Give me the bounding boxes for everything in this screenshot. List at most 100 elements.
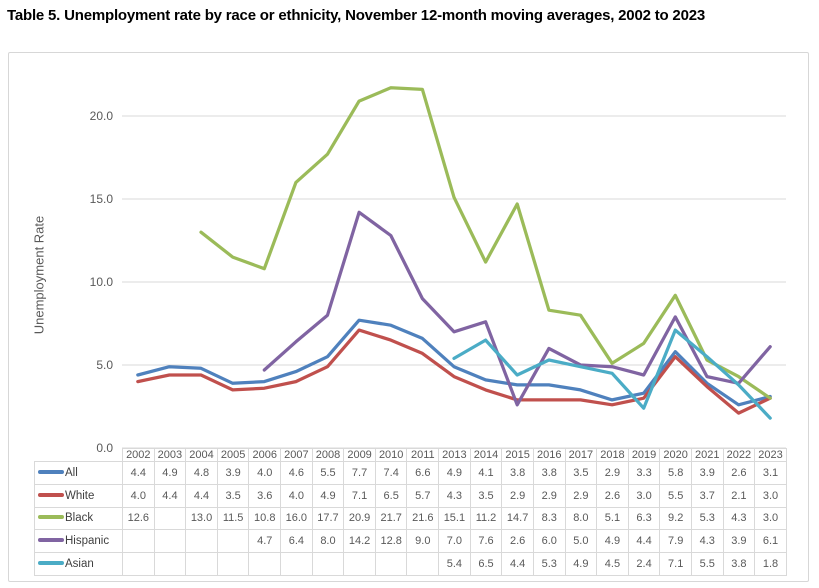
series-line-asian (452, 328, 772, 420)
value-cell: 12.8 (374, 529, 408, 554)
year-header-cell: 2016 (532, 448, 566, 462)
value-cell: 14.2 (343, 529, 376, 554)
value-cell: 6.0 (532, 529, 566, 554)
value-cell: 6.4 (280, 529, 313, 554)
value-cell (122, 552, 155, 576)
year-header-cell: 2007 (280, 448, 313, 462)
value-cell: 6.5 (469, 552, 503, 576)
value-cell: 4.9 (311, 483, 345, 508)
value-cell: 15.1 (438, 506, 471, 531)
value-cell: 13.0 (185, 506, 218, 531)
value-cell (153, 506, 187, 531)
value-cell: 8.3 (532, 506, 566, 531)
value-cell (248, 552, 282, 576)
year-header-cell: 2009 (343, 448, 376, 462)
value-cell: 3.8 (722, 552, 756, 576)
y-tick-label: 20.0 (89, 109, 113, 123)
value-cell: 4.9 (438, 461, 471, 485)
table-corner-cell (34, 448, 123, 462)
value-cell: 11.5 (216, 506, 250, 531)
series-name-label: Black (65, 512, 94, 525)
value-cell: 5.3 (690, 506, 724, 531)
legend-key-icon (38, 561, 64, 566)
year-header-cell: 2013 (438, 448, 471, 462)
value-cell: 8.0 (564, 506, 598, 531)
value-cell: 5.8 (659, 461, 692, 485)
value-cell: 3.9 (216, 461, 250, 485)
value-cell: 4.1 (469, 461, 503, 485)
value-cell: 7.1 (659, 552, 692, 576)
value-cell: 5.5 (690, 552, 724, 576)
series-legend-cell: Black (34, 506, 123, 531)
page-title: Table 5. Unemployment rate by race or et… (7, 7, 705, 24)
value-cell: 6.3 (627, 506, 661, 531)
value-cell: 4.4 (153, 483, 187, 508)
value-cell: 3.7 (690, 483, 724, 508)
value-cell: 3.6 (248, 483, 282, 508)
value-cell: 11.2 (469, 506, 503, 531)
year-header-cell: 2006 (248, 448, 282, 462)
value-cell: 3.8 (532, 461, 566, 485)
series-legend-cell: White (34, 483, 123, 508)
year-header-cell: 2015 (501, 448, 534, 462)
year-header-cell: 2002 (122, 448, 155, 462)
value-cell (185, 529, 218, 554)
value-cell: 3.0 (754, 483, 787, 508)
series-name-label: Asian (65, 558, 94, 571)
series-line-hispanic (262, 210, 772, 407)
value-cell: 2.9 (501, 483, 534, 508)
value-cell: 2.9 (564, 483, 598, 508)
value-cell (216, 552, 250, 576)
value-cell (343, 552, 376, 576)
value-cell: 7.9 (659, 529, 692, 554)
value-cell: 8.0 (311, 529, 345, 554)
value-cell: 4.5 (596, 552, 629, 576)
year-header-cell: 2020 (659, 448, 692, 462)
series-legend-cell: Hispanic (34, 529, 123, 554)
value-cell: 4.4 (185, 483, 218, 508)
value-cell: 14.7 (501, 506, 534, 531)
value-cell: 4.3 (438, 483, 471, 508)
value-cell: 3.9 (690, 461, 724, 485)
year-header-cell: 2014 (469, 448, 503, 462)
series-legend-cell: Asian (34, 552, 123, 576)
legend-key-icon (38, 492, 64, 497)
y-tick-label: 5.0 (96, 358, 113, 372)
value-cell: 5.0 (564, 529, 598, 554)
table-row-white: White 4.0 4.4 4.4 3.5 3.6 4.0 4.9 7.1 6.5 5.7 4.3 3.… (34, 483, 787, 508)
value-cell: 4.4 (501, 552, 534, 576)
value-cell: 21.7 (374, 506, 408, 531)
table-row-asian: Asian 5.4 6.5 4.4 5.3 4.9 4.5 2.4 7.1 5.5 3.8 1.8 (34, 552, 787, 576)
plot-svg (122, 86, 786, 449)
data-table: 2002 2003 2004 2005 2006 2007 2008 2009 2010 2011… (34, 448, 787, 576)
value-cell: 4.4 (122, 461, 155, 485)
series-name-label: All (65, 466, 78, 479)
value-cell (406, 552, 440, 576)
series-name-label: Hispanic (65, 535, 110, 548)
value-cell: 4.0 (122, 483, 155, 508)
table-row-all: All 4.4 4.9 4.8 3.9 4.0 4.6 5.5 7.7 7.4 6.6 4.9 4.1 3… (34, 461, 787, 485)
value-cell: 21.6 (406, 506, 440, 531)
year-header-cell: 2010 (374, 448, 408, 462)
value-cell: 7.6 (469, 529, 503, 554)
y-tick-label: 15.0 (89, 192, 113, 206)
table-row-black: Black 12.6 13.0 11.5 10.8 16.0 17.7 20.9 21.7 21.… (34, 506, 787, 531)
value-cell: 2.6 (722, 461, 756, 485)
year-header-cell: 2019 (627, 448, 661, 462)
value-cell: 4.4 (627, 529, 661, 554)
value-cell (216, 529, 250, 554)
value-cell: 3.0 (627, 483, 661, 508)
value-cell: 7.7 (343, 461, 376, 485)
value-cell: 3.3 (627, 461, 661, 485)
value-cell: 3.5 (564, 461, 598, 485)
value-cell: 4.9 (153, 461, 187, 485)
value-cell: 2.6 (596, 483, 629, 508)
value-cell: 3.0 (754, 506, 787, 531)
value-cell (280, 552, 313, 576)
value-cell: 3.9 (722, 529, 756, 554)
series-line-all (136, 318, 772, 407)
legend-key-icon (38, 469, 64, 474)
year-header-cell: 2004 (185, 448, 218, 462)
value-cell: 6.6 (406, 461, 440, 485)
year-header-cell: 2023 (754, 448, 787, 462)
